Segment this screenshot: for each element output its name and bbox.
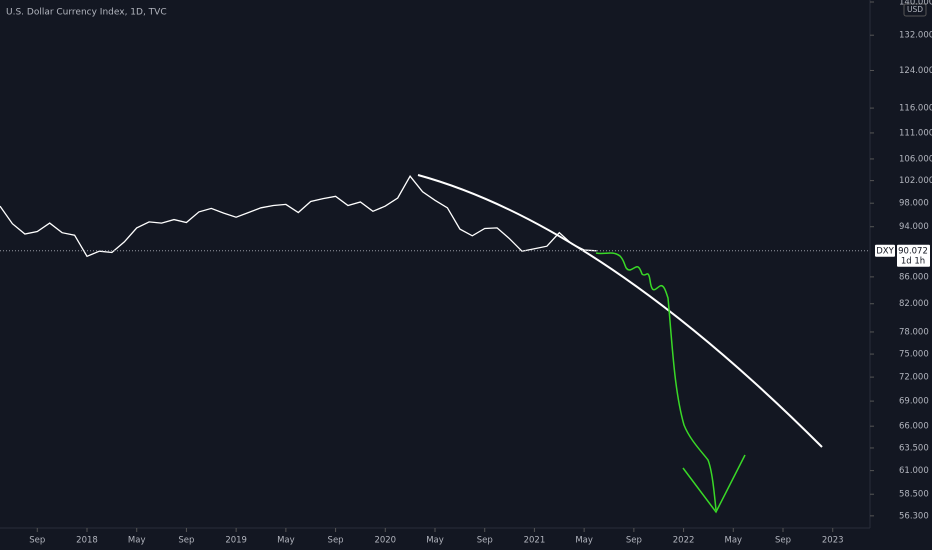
x-tick-label: May <box>128 536 146 546</box>
symbol-tag <box>875 244 895 257</box>
x-tick-label: 2020 <box>374 536 396 546</box>
x-tick-label: Sep <box>775 536 791 546</box>
y-tick-label: 75.000 <box>899 350 929 360</box>
y-tick-label: 94.000 <box>899 222 929 232</box>
x-tick-label: Sep <box>328 536 344 546</box>
y-tick-label: 82.000 <box>899 299 929 309</box>
x-tick-label: May <box>277 536 295 546</box>
y-tick-label: 72.000 <box>899 373 929 383</box>
y-tick-label: 116.000 <box>899 104 932 114</box>
drawn-projection <box>595 252 717 511</box>
y-tick-label: 61.000 <box>899 466 929 476</box>
y-tick-label: 69.000 <box>899 397 929 407</box>
y-tick-label: 66.000 <box>899 422 929 432</box>
y-tick-label: 78.000 <box>899 327 929 337</box>
x-tick-label: Sep <box>626 536 642 546</box>
x-tick-label: Sep <box>29 536 45 546</box>
y-tick-label: 56.300 <box>899 511 929 521</box>
x-tick-label: 2021 <box>524 536 546 546</box>
x-tick-label: 2023 <box>822 536 844 546</box>
currency-box <box>903 3 927 17</box>
y-tick-label: 102.000 <box>899 176 932 186</box>
chart-title: U.S. Dollar Currency Index, 1D, TVC <box>6 8 167 18</box>
x-tick-label: 2022 <box>673 536 695 546</box>
y-tick-label: 140.000 <box>899 0 932 8</box>
countdown-label: 1d 1h <box>901 256 925 266</box>
y-tick-label: 58.500 <box>899 490 929 500</box>
x-tick-label: 2018 <box>76 536 98 546</box>
x-tick-label: May <box>426 536 444 546</box>
symbol-label: DXY <box>876 246 894 256</box>
price-label: 90.072 <box>898 246 928 256</box>
y-tick-label: 98.000 <box>899 199 929 209</box>
x-tick-label: May <box>724 536 742 546</box>
x-tick-label: Sep <box>178 536 194 546</box>
x-tick-label: May <box>575 536 593 546</box>
y-tick-label: 63.500 <box>899 443 929 453</box>
y-tick-label: 86.000 <box>899 272 929 282</box>
drawn-arrow <box>682 454 746 514</box>
drawn-curve <box>417 174 823 448</box>
x-tick-label: Sep <box>477 536 493 546</box>
x-tick-label: 2019 <box>225 536 247 546</box>
currency: USD <box>907 5 923 14</box>
y-tick-label: 124.000 <box>899 66 932 76</box>
price-tag <box>897 244 930 267</box>
y-tick-label: 111.000 <box>899 128 932 138</box>
y-tick-label: 106.000 <box>899 154 932 164</box>
y-tick-label: 132.000 <box>899 31 932 41</box>
